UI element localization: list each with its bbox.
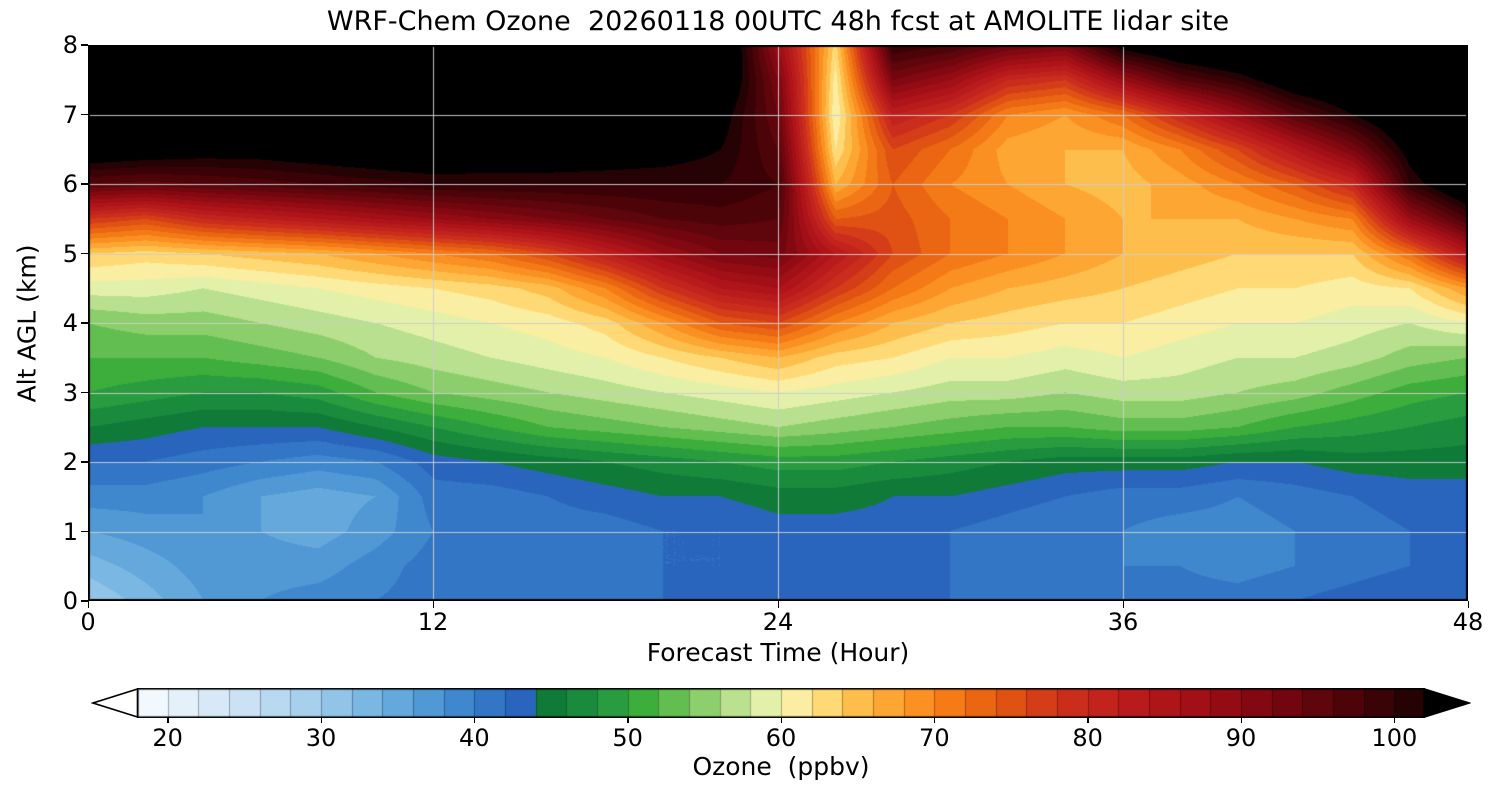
y-tick-label: 4 — [62, 309, 78, 337]
x-tick-label: 36 — [1107, 608, 1139, 636]
colorbar-tick-label: 40 — [459, 724, 490, 752]
colorbar-tick-mark — [1240, 718, 1242, 723]
colorbar-label: Ozone (ppbv) — [692, 752, 870, 781]
colorbar-tick-label: 30 — [305, 724, 337, 752]
colorbar-tick-mark — [473, 718, 476, 723]
colorbar-tick-label: 80 — [1072, 724, 1103, 752]
colorbar-tick-label: 20 — [152, 724, 183, 752]
x-tick-label: 0 — [80, 608, 96, 636]
y-tick-mark — [81, 461, 88, 463]
y-tick-mark — [81, 530, 88, 533]
colorbar-tick-label: 90 — [1225, 724, 1257, 752]
colorbar-tick-mark — [1393, 718, 1396, 723]
colorbar-canvas — [137, 688, 1425, 718]
y-tick-label: 6 — [62, 170, 78, 198]
y-tick-label: 5 — [62, 239, 78, 268]
y-tick-label: 8 — [62, 31, 78, 59]
colorbar-tick-mark — [933, 718, 936, 723]
colorbar-tick-label: 70 — [919, 724, 950, 752]
x-tick-label: 24 — [762, 608, 794, 636]
colorbar-tick-mark — [1087, 718, 1089, 723]
colorbar-tick-mark — [780, 718, 782, 723]
x-tick-mark — [777, 601, 780, 608]
y-tick-label: 7 — [62, 100, 78, 129]
colorbar-tick-label: 100 — [1371, 724, 1418, 752]
x-tick-mark — [87, 601, 90, 608]
y-tick-label: 2 — [62, 448, 78, 476]
colorbar-left-arrow-icon — [91, 688, 138, 718]
y-tick-mark — [81, 44, 88, 46]
x-tick-label: 12 — [417, 608, 449, 636]
y-tick-label: 1 — [62, 517, 78, 546]
y-tick-mark — [81, 600, 88, 602]
chart-title: WRF-Chem Ozone 20260118 00UTC 48h fcst a… — [326, 6, 1230, 37]
contour-plot-canvas — [88, 45, 1468, 601]
x-tick-mark — [432, 601, 435, 608]
y-tick-label: 0 — [62, 587, 78, 615]
y-tick-label: 3 — [62, 378, 78, 407]
x-tick-label: 48 — [1452, 608, 1484, 636]
x-tick-mark — [1467, 601, 1470, 608]
colorbar-tick-mark — [627, 718, 629, 723]
colorbar-tick-mark — [320, 718, 322, 723]
colorbar-tick-label: 50 — [612, 724, 643, 752]
y-tick-mark — [81, 113, 88, 116]
colorbar-right-arrow-icon — [1424, 688, 1471, 718]
colorbar-tick-label: 60 — [765, 724, 797, 752]
x-tick-mark — [1122, 601, 1125, 608]
y-tick-mark — [81, 252, 88, 255]
y-tick-mark — [81, 322, 88, 324]
x-axis-label: Forecast Time (Hour) — [646, 638, 910, 667]
colorbar-tick-mark — [167, 718, 169, 723]
y-tick-mark — [81, 391, 88, 394]
y-tick-mark — [81, 183, 88, 185]
